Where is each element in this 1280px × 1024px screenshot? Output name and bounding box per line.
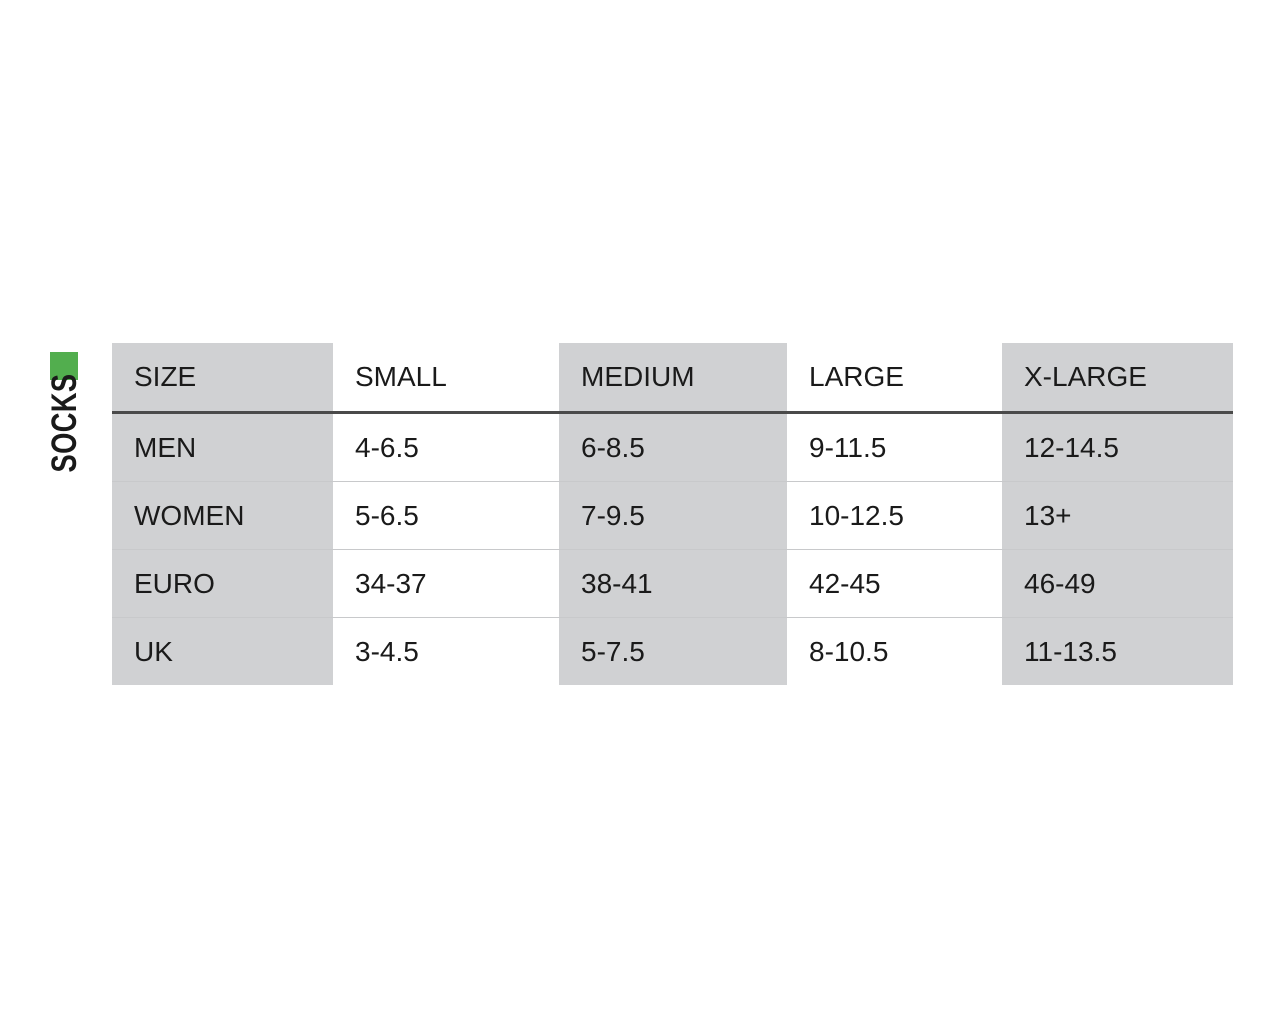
table-row: EURO 34-37 38-41 42-45 46-49 <box>112 549 1233 618</box>
table-row: WOMEN 5-6.5 7-9.5 10-12.5 13+ <box>112 481 1233 550</box>
header-cell-x-large: X-LARGE <box>1002 343 1233 414</box>
size-chart-table: SIZE SMALL MEDIUM LARGE X-LARGE MEN 4-6.… <box>112 343 1233 685</box>
row-label-uk: UK <box>112 617 333 685</box>
header-cell-size: SIZE <box>112 343 333 414</box>
cell-euro-large: 42-45 <box>787 549 1002 618</box>
category-title: SOCKS <box>45 373 84 473</box>
cell-men-x-large: 12-14.5 <box>1002 412 1233 482</box>
header-cell-medium: MEDIUM <box>559 343 787 414</box>
cell-women-x-large: 13+ <box>1002 481 1233 550</box>
row-label-euro: EURO <box>112 549 333 618</box>
table-body: MEN 4-6.5 6-8.5 9-11.5 12-14.5 WOMEN 5-6… <box>112 412 1233 685</box>
green-color-swatch <box>50 352 78 380</box>
table-row: MEN 4-6.5 6-8.5 9-11.5 12-14.5 <box>112 412 1233 482</box>
category-rail: SOCKS <box>0 343 112 678</box>
cell-men-small: 4-6.5 <box>333 412 559 482</box>
row-label-women: WOMEN <box>112 481 333 550</box>
cell-euro-medium: 38-41 <box>559 549 787 618</box>
table-header: SIZE SMALL MEDIUM LARGE X-LARGE <box>112 343 1233 414</box>
table-row: UK 3-4.5 5-7.5 8-10.5 11-13.5 <box>112 617 1233 685</box>
cell-uk-large: 8-10.5 <box>787 617 1002 685</box>
cell-euro-x-large: 46-49 <box>1002 549 1233 618</box>
cell-men-medium: 6-8.5 <box>559 412 787 482</box>
header-row: SIZE SMALL MEDIUM LARGE X-LARGE <box>112 343 1233 414</box>
header-cell-small: SMALL <box>333 343 559 414</box>
cell-women-medium: 7-9.5 <box>559 481 787 550</box>
row-label-men: MEN <box>112 412 333 482</box>
cell-uk-small: 3-4.5 <box>333 617 559 685</box>
cell-women-small: 5-6.5 <box>333 481 559 550</box>
cell-men-large: 9-11.5 <box>787 412 1002 482</box>
cell-uk-medium: 5-7.5 <box>559 617 787 685</box>
cell-women-large: 10-12.5 <box>787 481 1002 550</box>
cell-uk-x-large: 11-13.5 <box>1002 617 1233 685</box>
header-cell-large: LARGE <box>787 343 1002 414</box>
cell-euro-small: 34-37 <box>333 549 559 618</box>
